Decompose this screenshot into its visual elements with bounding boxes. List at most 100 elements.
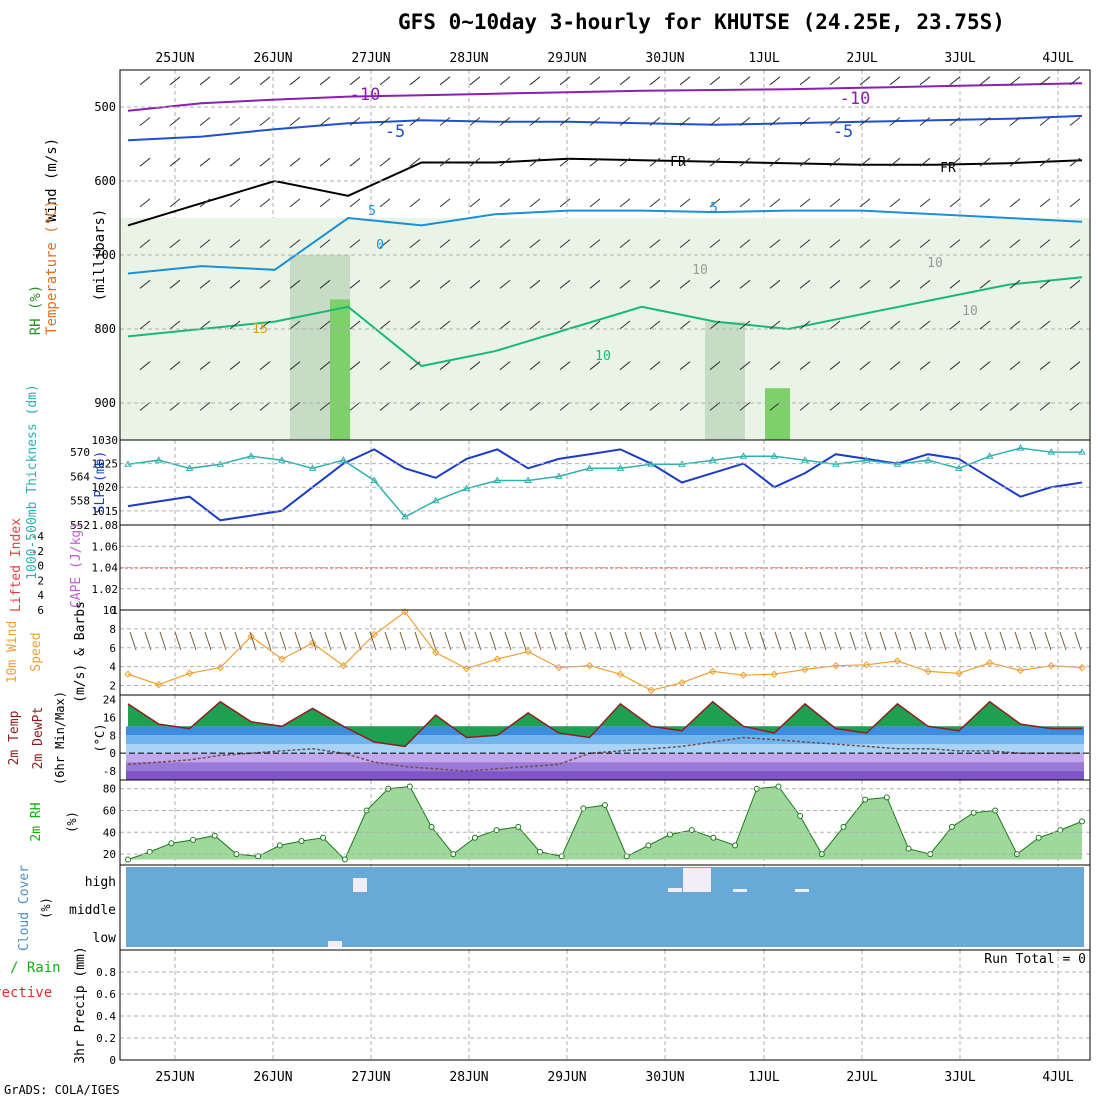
rh-shading-moist [705, 321, 745, 440]
wind-barb [739, 279, 751, 289]
wind-barb [559, 198, 571, 208]
wind-barb [1009, 239, 1021, 248]
isotherm-10 [127, 276, 1083, 368]
wind-barb [799, 279, 811, 289]
wind-barb [439, 279, 451, 289]
surface-wind-barb [759, 631, 767, 651]
thickness-marker [308, 464, 317, 471]
wind-barb [139, 117, 151, 126]
precip-axis-label: 3hr Precip (mm) [73, 946, 88, 1063]
wind-barb [1069, 361, 1081, 371]
wind-barb [139, 198, 151, 208]
wind-barb [769, 402, 781, 411]
wind-speed-marker [278, 655, 286, 663]
wind-barb [559, 279, 571, 289]
rh-marker [948, 823, 955, 830]
wind-barb [169, 402, 181, 411]
surface-wind-barb [1044, 631, 1052, 651]
surface-wind-barb [639, 631, 647, 651]
wind-barb [319, 239, 331, 248]
wind-barb [259, 239, 271, 248]
surface-wind-barb [444, 631, 452, 651]
wind-barb [979, 198, 991, 208]
panel-frame-precip [119, 949, 1091, 1061]
wind-barb [379, 279, 391, 289]
date-label-bottom: 30JUN [645, 1070, 684, 1085]
surface-wind-barb [399, 631, 407, 651]
wind-barb [679, 157, 691, 167]
wind-barb [649, 239, 661, 248]
rh-marker [276, 842, 283, 849]
wind-barb [1009, 198, 1021, 208]
date-label-top: 26JUN [253, 51, 292, 66]
surface-wind-barb [729, 631, 737, 651]
wind-barb [499, 279, 511, 289]
cape-tick-label: 1.06 [92, 540, 119, 553]
rh-tick-label: 60 [103, 805, 116, 818]
wind-barb [679, 117, 691, 126]
wind-barb [649, 117, 661, 126]
wind-barb [379, 239, 391, 248]
run-total-label: Run Total = 0 [984, 952, 1086, 967]
surface-wind-barb [414, 631, 422, 651]
wind-barb [1069, 279, 1081, 289]
wind-barb [739, 76, 751, 86]
thickness-marker [1047, 448, 1056, 455]
surface-wind-barb [459, 631, 467, 651]
wind-barb [409, 117, 421, 126]
wind-barb [559, 76, 571, 86]
wind-barb [169, 157, 181, 167]
rh-tick-label: 80 [103, 783, 116, 796]
surface-wind-barb [879, 631, 887, 651]
wind-speed-line [127, 611, 1083, 691]
surface-wind-barb [1074, 631, 1082, 651]
wind-barb [499, 198, 511, 208]
wind-barb [169, 279, 181, 289]
wind-barb [259, 402, 271, 411]
thickness-marker [431, 496, 440, 504]
wind-barb [859, 157, 871, 167]
wind-speed-marker [955, 669, 963, 677]
wind-barb [559, 117, 571, 126]
thickness-marker [247, 452, 255, 459]
wind-barb [349, 402, 361, 411]
wind-barb [469, 157, 481, 167]
temp2m-label-2: 2m DewPt [31, 707, 46, 770]
contour-label: -10 [350, 85, 381, 105]
pressure-tick-label: 600 [94, 174, 116, 188]
surface-wind-barb [204, 631, 212, 651]
rh-marker [536, 848, 543, 855]
isotherm--5 [127, 114, 1083, 142]
surface-wind-barb [954, 631, 962, 651]
wind-barb [919, 117, 931, 126]
li-tick-label: 4 [37, 589, 44, 602]
thickness-marker [739, 452, 748, 459]
surface-wind-barb [339, 631, 347, 651]
cloud-cell [353, 878, 367, 892]
wind-barb [1039, 361, 1051, 371]
wind-barb [859, 402, 871, 411]
wind-barb [169, 198, 181, 208]
date-label-top: 3JUL [944, 51, 975, 66]
wind-barb [799, 157, 811, 167]
wind-barb [949, 198, 961, 208]
wind-barb [559, 157, 571, 167]
wind-barb [1009, 361, 1021, 371]
wind-barb [739, 402, 751, 411]
wind-barb [1069, 320, 1081, 330]
wind-barb [1039, 76, 1051, 86]
rh-marker [341, 856, 348, 863]
cape-axis-label: CAPE (J/kg) [69, 522, 84, 608]
surface-wind-barb [984, 631, 992, 651]
wind-barb [589, 198, 601, 208]
wind-barb [319, 117, 331, 126]
wind-barb [529, 402, 541, 411]
wind-tick-label: 4 [109, 661, 116, 674]
wind-barb [709, 320, 721, 330]
contour-label: -10 [840, 89, 871, 109]
wind-barb [139, 76, 151, 86]
thickness-marker [616, 464, 625, 471]
thickness-marker [524, 476, 532, 483]
wind-barb [499, 76, 511, 86]
surface-wind-barb [699, 631, 707, 651]
